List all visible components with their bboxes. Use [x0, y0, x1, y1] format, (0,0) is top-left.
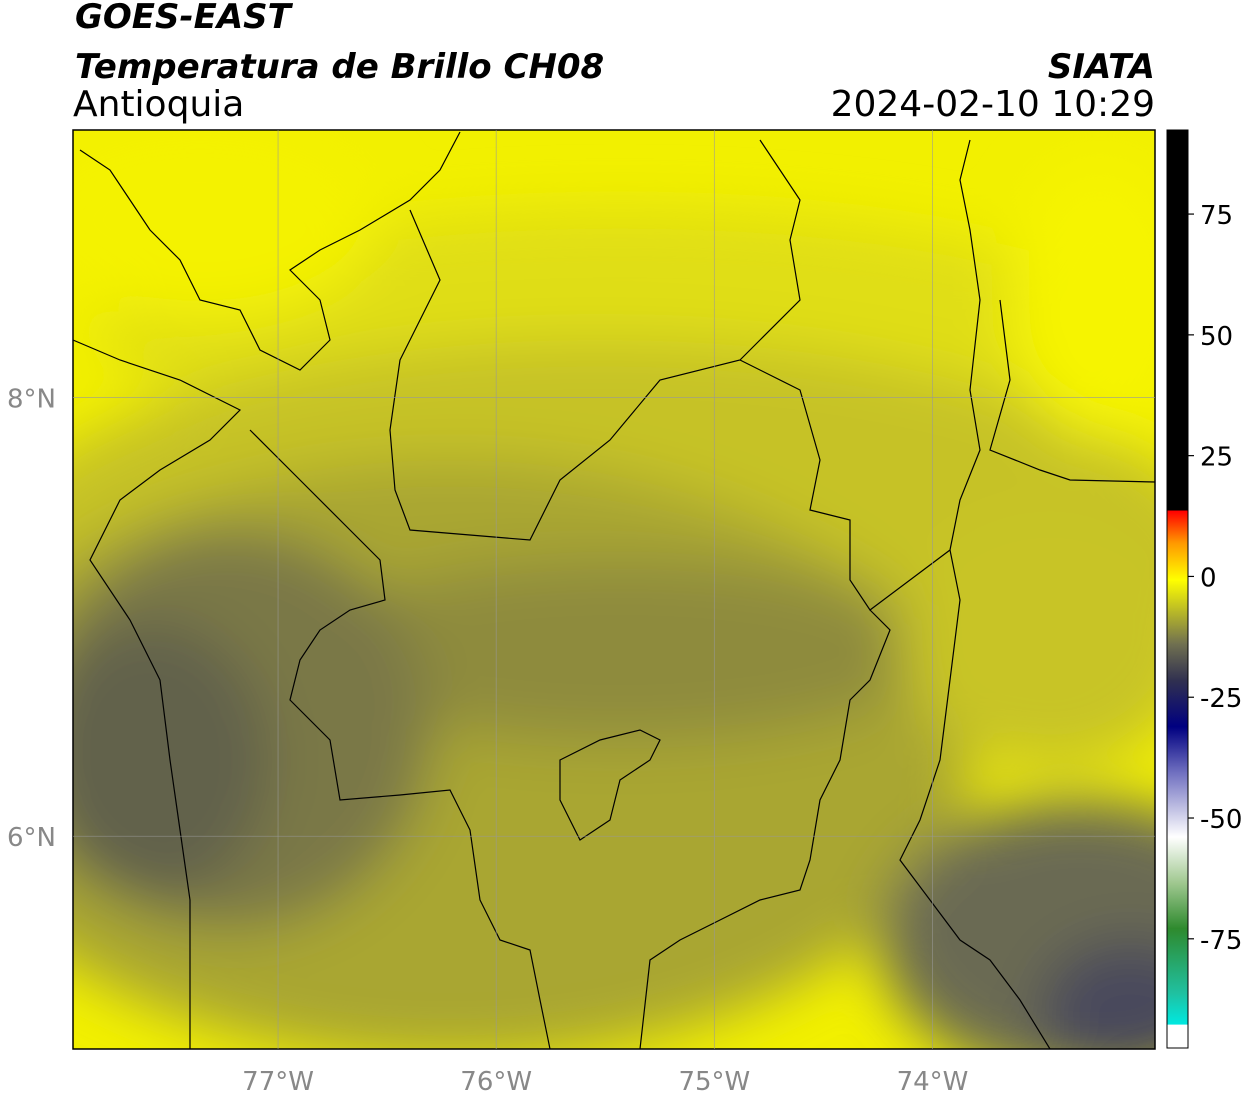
satellite-image [73, 130, 1155, 1049]
colorbar [1166, 129, 1189, 1049]
agency-label: SIATA [1048, 47, 1155, 87]
colorbar-tick-label: -50 [1200, 805, 1242, 835]
map-frame [72, 129, 1156, 1050]
colorbar-tick-label: 0 [1200, 563, 1217, 593]
lat-tick-label: 6°N [7, 823, 56, 853]
region-label: Antioquia [73, 84, 244, 125]
colorbar-tick-label: -75 [1200, 926, 1242, 956]
datetime-label: 2024-02-10 10:29 [831, 84, 1155, 125]
satellite-title: GOES-EAST [75, 0, 294, 37]
lat-tick-label: 8°N [7, 385, 56, 415]
colorbar-tick-label: -25 [1200, 684, 1242, 714]
lon-tick-label: 74°W [897, 1067, 969, 1097]
lon-tick-label: 76°W [460, 1067, 532, 1097]
colorbar-tick-label: 50 [1200, 322, 1233, 352]
colorbar-tick-label: 25 [1200, 443, 1233, 473]
lon-tick-label: 75°W [678, 1067, 750, 1097]
product-title: Temperatura de Brillo CH08 [75, 47, 604, 87]
colorbar-tick-label: 75 [1200, 201, 1233, 231]
lon-tick-label: 77°W [242, 1067, 314, 1097]
